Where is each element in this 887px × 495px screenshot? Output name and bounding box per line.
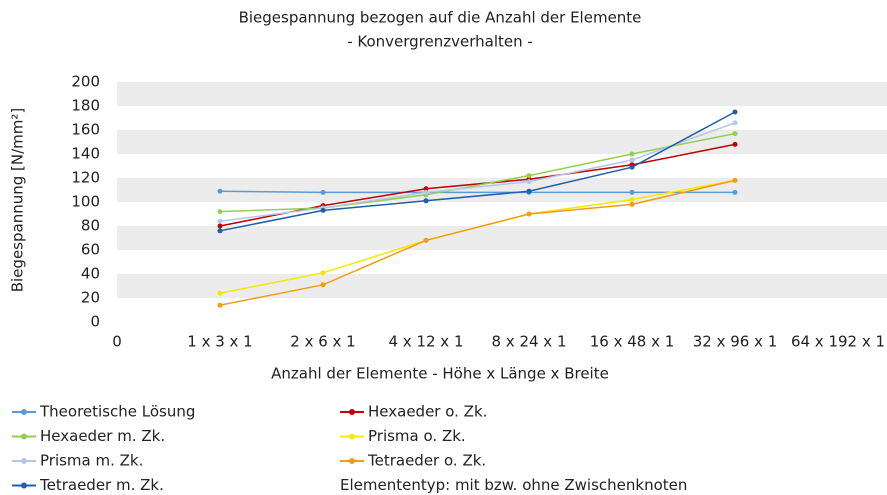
legend-marker xyxy=(349,433,355,440)
annotation: Elemententyp: mit bzw. ohne Zwischenknot… xyxy=(340,476,687,494)
data-point xyxy=(629,201,635,207)
data-point xyxy=(629,157,635,163)
data-point xyxy=(526,173,532,179)
data-point xyxy=(732,189,738,195)
series-line xyxy=(219,122,736,222)
data-point xyxy=(423,189,429,195)
data-point xyxy=(217,218,223,224)
legend-label: Tetraeder m. Zk. xyxy=(39,476,164,494)
data-point xyxy=(217,188,223,194)
x-tick-label: 1 x 3 x 1 xyxy=(187,333,252,351)
data-point xyxy=(217,209,223,215)
y-tick-label: 20 xyxy=(81,289,100,307)
data-point xyxy=(423,198,429,204)
x-tick-label: 16 x 48 x 1 xyxy=(590,333,675,351)
legend-label: Theoretische Lösung xyxy=(39,403,195,421)
legend-marker xyxy=(349,458,355,464)
legend-label: Hexaeder o. Zk. xyxy=(368,403,487,421)
x-axis-label: Anzahl der Elemente - Höhe x Länge x Bre… xyxy=(271,365,609,383)
y-tick-label: 80 xyxy=(81,217,100,235)
x-tick-label: 64 x 192 x 1 xyxy=(791,333,885,351)
legend-marker xyxy=(21,409,27,415)
grid-band xyxy=(117,274,887,298)
chart-title: Biegespannung bezogen auf die Anzahl der… xyxy=(239,9,642,27)
y-tick-label: 140 xyxy=(71,145,100,163)
y-tick-label: 60 xyxy=(81,241,100,259)
y-tick-label: 160 xyxy=(71,121,100,139)
data-point xyxy=(217,223,223,229)
x-tick-label: 8 x 24 x 1 xyxy=(492,333,567,351)
data-point xyxy=(732,131,738,137)
data-point xyxy=(732,141,738,147)
grid-band xyxy=(117,130,887,154)
series-line xyxy=(219,179,736,306)
data-point xyxy=(732,109,738,115)
data-point xyxy=(732,120,738,126)
legend-marker xyxy=(21,433,27,440)
data-point xyxy=(320,282,326,288)
grid-band xyxy=(117,226,887,250)
data-point xyxy=(629,151,635,157)
data-point xyxy=(423,186,429,192)
y-tick-label: 0 xyxy=(90,313,100,331)
chart-subtitle: - Konvergrenzverhalten - xyxy=(347,33,533,51)
data-point xyxy=(629,189,635,195)
y-axis-label: Biegespannung [N/mm²] xyxy=(9,108,27,293)
y-tick-label: 180 xyxy=(71,97,100,115)
legend-label: Hexaeder m. Zk. xyxy=(40,427,165,445)
legend-label: Prisma o. Zk. xyxy=(368,427,466,445)
x-tick-label: 0 xyxy=(112,333,122,351)
data-point xyxy=(217,228,223,234)
data-point xyxy=(526,211,532,217)
series-line xyxy=(219,111,736,232)
legend-marker xyxy=(21,482,27,489)
legend-label: Prisma m. Zk. xyxy=(40,452,143,470)
x-tick-label: 32 x 96 x 1 xyxy=(693,333,778,351)
data-point xyxy=(526,179,532,185)
data-point xyxy=(320,189,326,195)
y-tick-label: 120 xyxy=(71,169,100,187)
data-point xyxy=(629,164,635,170)
data-point xyxy=(320,207,326,213)
x-tick-label: 4 x 12 x 1 xyxy=(389,333,464,351)
data-point xyxy=(526,188,532,194)
data-point xyxy=(629,197,635,203)
legend-marker xyxy=(349,409,355,415)
y-tick-label: 40 xyxy=(81,265,100,283)
data-point xyxy=(732,177,738,183)
y-tick-label: 100 xyxy=(71,193,100,211)
series-line xyxy=(219,190,735,194)
legend-marker xyxy=(21,458,27,464)
legend-label: Tetraeder o. Zk. xyxy=(367,452,486,470)
series-line xyxy=(219,132,736,213)
grid-band xyxy=(117,82,887,106)
data-point xyxy=(217,302,223,308)
data-point xyxy=(217,290,223,296)
y-tick-label: 200 xyxy=(71,73,100,91)
data-point xyxy=(320,270,326,276)
x-tick-label: 2 x 6 x 1 xyxy=(290,333,355,351)
data-point xyxy=(423,237,429,243)
